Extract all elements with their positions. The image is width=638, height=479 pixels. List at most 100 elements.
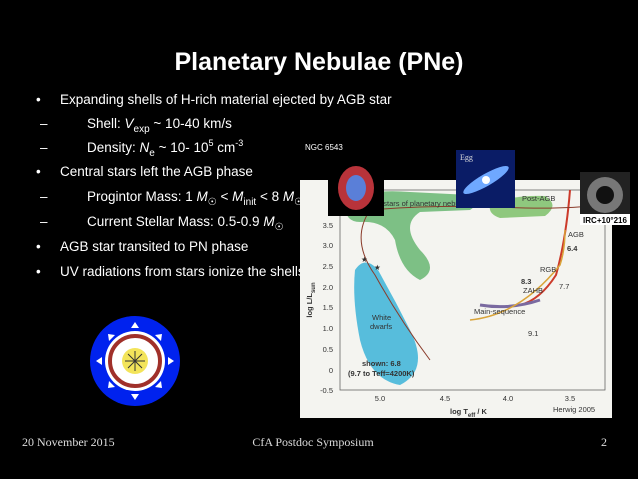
region-label: RGB xyxy=(540,265,556,274)
y-tick-label: 2.5 xyxy=(323,262,333,271)
bullet-marker: • xyxy=(36,92,41,107)
white-dwarf-region xyxy=(354,262,418,385)
region-label: dwarfs xyxy=(370,322,392,331)
text: ~ 10- 10 xyxy=(155,140,209,155)
bullet-marker: – xyxy=(40,214,48,229)
note: shown: 6.8 xyxy=(362,359,401,368)
text: log T xyxy=(450,407,468,416)
inner-shell xyxy=(108,334,162,388)
text: M xyxy=(197,189,209,204)
y-tick-label: -0.5 xyxy=(320,386,333,395)
bullet-text: Progintor Mass: 1 M☉ < Minit < 8 M☉ xyxy=(87,189,303,208)
text: cm xyxy=(214,140,236,155)
subscript: ☉ xyxy=(208,197,217,208)
page-number: 2 xyxy=(601,435,607,449)
rgb-track xyxy=(469,229,566,321)
subscript: e xyxy=(149,148,155,159)
x-tick-label: 3.5 xyxy=(565,394,575,403)
mass-label: 6.4 xyxy=(567,244,578,253)
irc-image: IRC+10°216 xyxy=(580,172,630,225)
subscript: ☉ xyxy=(294,197,303,208)
y-tick-label: 3.5 xyxy=(323,221,333,230)
text: Progintor Mass: 1 xyxy=(87,189,197,204)
egg-image: Egg xyxy=(456,150,515,208)
text: Current Stellar Mass: 0.5-0.9 xyxy=(87,214,263,229)
text: M xyxy=(263,214,275,229)
bullets: • Expanding shells of H-rich material ej… xyxy=(36,92,392,279)
image-label: Egg xyxy=(460,153,473,162)
y-tick-label: 3.0 xyxy=(323,241,333,250)
bullet-text: Expanding shells of H-rich material ejec… xyxy=(60,92,392,107)
region-label: ZAHB xyxy=(523,286,543,295)
bullet-marker: • xyxy=(36,264,41,279)
text: V xyxy=(125,116,136,131)
note: (9.7 to Teff=4200K) xyxy=(348,369,415,378)
bullet-marker: – xyxy=(40,116,48,131)
region-label: Main-sequence xyxy=(474,307,525,316)
bullet-text: Shell: Vexp ~ 10-40 km/s xyxy=(87,116,232,135)
star-rays xyxy=(125,351,145,371)
text: / K xyxy=(475,407,487,416)
star-marker: ★ xyxy=(361,255,368,264)
nebula-core xyxy=(482,176,490,184)
region-label: Central stars of planetary nebulae xyxy=(357,199,470,208)
subscript: exp xyxy=(134,124,151,135)
text: Central stars left the AGB phase xyxy=(60,164,253,179)
label-box xyxy=(580,214,630,225)
y-tick-label: 1.5 xyxy=(323,303,333,312)
mass-label: 8.3 xyxy=(521,277,531,286)
x-tick-label: 5.0 xyxy=(375,394,385,403)
bullet-text: Current Stellar Mass: 0.5-0.9 M☉ xyxy=(87,214,284,233)
text: ~ 10-40 km/s xyxy=(150,116,232,131)
zahb-track xyxy=(479,298,541,309)
y-tick-label: 1.0 xyxy=(323,324,333,333)
footer-event: CfA Postdoc Symposium xyxy=(252,435,374,449)
text: M xyxy=(232,189,244,204)
superscript: -3 xyxy=(235,138,243,148)
y-axis-label: log L/Lsun xyxy=(305,282,317,318)
y-tick-label: 2.0 xyxy=(323,283,333,292)
bullet-text: UV radiations from stars ionize the shel… xyxy=(60,264,305,279)
bullet-text: AGB star transited to PN phase xyxy=(60,239,248,254)
hr-diagram: ★ ★ 3.5 3.0 2.5 2.0 1.5 1.0 0.5 0 -0.5 5… xyxy=(300,180,612,419)
mass-label: 9.1 xyxy=(528,329,538,338)
bullet-marker: – xyxy=(40,189,48,204)
footer-date: 20 November 2015 xyxy=(22,435,115,449)
text: < xyxy=(217,189,232,204)
subscript: sun xyxy=(311,282,317,293)
credit: Herwig 2005 xyxy=(553,405,595,414)
superscript: 5 xyxy=(209,138,214,148)
bullet-marker: • xyxy=(36,164,41,179)
agb-track xyxy=(519,189,571,306)
bullet-marker: • xyxy=(36,239,41,254)
star-marker: ★ xyxy=(374,263,381,272)
x-tick-label: 4.5 xyxy=(440,394,450,403)
subscript: eff xyxy=(468,413,476,419)
pn-schematic xyxy=(90,316,180,406)
subscript: init xyxy=(243,197,256,208)
region-label: Post-AGB xyxy=(522,194,555,203)
image-label: NGC 6543 xyxy=(305,143,343,152)
nebula-core xyxy=(596,186,614,204)
text: N xyxy=(140,140,150,155)
region-label: White xyxy=(372,313,391,322)
x-tick-label: 4.0 xyxy=(503,394,513,403)
subscript: ☉ xyxy=(275,222,284,233)
y-tick-label: 0.5 xyxy=(323,345,333,354)
text: Shell: xyxy=(87,116,125,131)
text: AGB star transited to PN phase xyxy=(60,239,248,254)
region-label: AGB xyxy=(568,230,584,239)
ngc-image xyxy=(328,160,384,216)
y-tick-label: 0 xyxy=(329,366,333,375)
title: Planetary Nebulae (PNe) xyxy=(175,48,464,76)
text: log L/L xyxy=(305,293,314,318)
bullet-text: Central stars left the AGB phase xyxy=(60,164,253,179)
image-label: IRC+10°216 xyxy=(583,216,627,225)
text: < 8 xyxy=(256,189,283,204)
nebula-core xyxy=(346,175,366,201)
x-axis-label: log Teff / K xyxy=(450,407,488,419)
bullet-marker: – xyxy=(40,140,48,155)
text: Expanding shells of H-rich material ejec… xyxy=(60,92,392,107)
bullet-text: Density: Ne ~ 10- 105 cm-3 xyxy=(87,138,243,159)
text: M xyxy=(283,189,295,204)
